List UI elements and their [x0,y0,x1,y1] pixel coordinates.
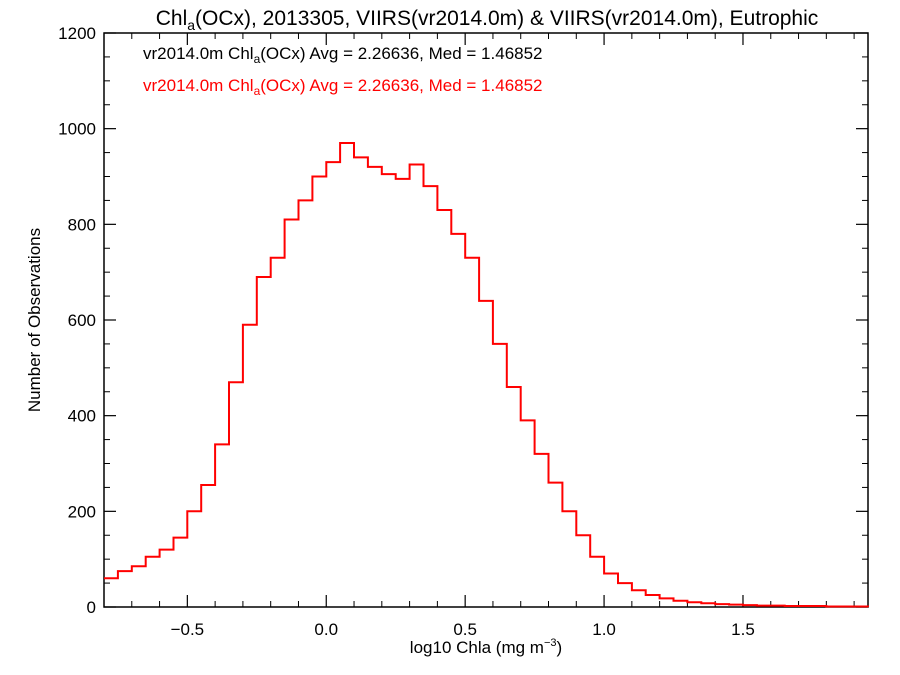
x-axis-label: log10 Chla (mg m−3) [410,637,562,657]
series-layer [104,142,869,608]
x-axis-label-suffix: ) [557,638,563,657]
chart-title-prefix: Chl [156,7,188,30]
y-tick-label: 800 [68,215,96,234]
y-axis-label: Number of Observations [25,228,44,412]
legend-entry-black: vr2014.0m Chla(OCx) Avg = 2.26636, Med =… [143,44,543,66]
x-tick-label: 0.0 [314,620,338,639]
x-tick-label: 0.5 [453,620,477,639]
axis-tick-labels: −0.5 0.0 0.5 1.0 1.5 0 200 400 600 800 1000 1200 [58,24,755,639]
x-tick-label: 1.5 [731,620,755,639]
legend-red-suffix: (OCx) Avg = 2.26636, Med = 1.46852 [260,76,542,95]
y-tick-label: 0 [87,598,96,617]
series-line [104,142,869,608]
legend-black-suffix: (OCx) Avg = 2.26636, Med = 1.46852 [260,44,542,63]
legend-black-subscript: a [254,52,261,66]
y-tick-label: 1000 [58,120,96,139]
x-axis-label-prefix: log10 Chla (mg m [410,638,544,657]
chart-title-suffix: (OCx), 2013305, VIIRS(vr2014.0m) & VIIRS… [195,7,818,30]
legend-red-subscript: a [254,84,261,98]
plot-frame [103,32,869,608]
x-axis-label-superscript: −3 [544,637,557,649]
y-tick-label: 200 [68,502,96,521]
legend-entry-red: vr2014.0m Chla(OCx) Avg = 2.26636, Med =… [143,76,543,98]
axis-ticks [103,32,868,608]
y-tick-label: 600 [68,311,96,330]
legend-red-prefix: vr2014.0m Chl [143,76,254,95]
x-tick-label: 1.0 [592,620,616,639]
legend: vr2014.0m Chla(OCx) Avg = 2.26636, Med =… [143,44,543,98]
y-tick-label: 1200 [58,24,96,43]
chart-title: Chla(OCx), 2013305, VIIRS(vr2014.0m) & V… [156,7,819,33]
legend-black-prefix: vr2014.0m Chl [143,44,254,63]
y-tick-label: 400 [68,407,96,426]
chart-title-subscript: a [187,17,195,33]
x-tick-label: −0.5 [171,620,205,639]
